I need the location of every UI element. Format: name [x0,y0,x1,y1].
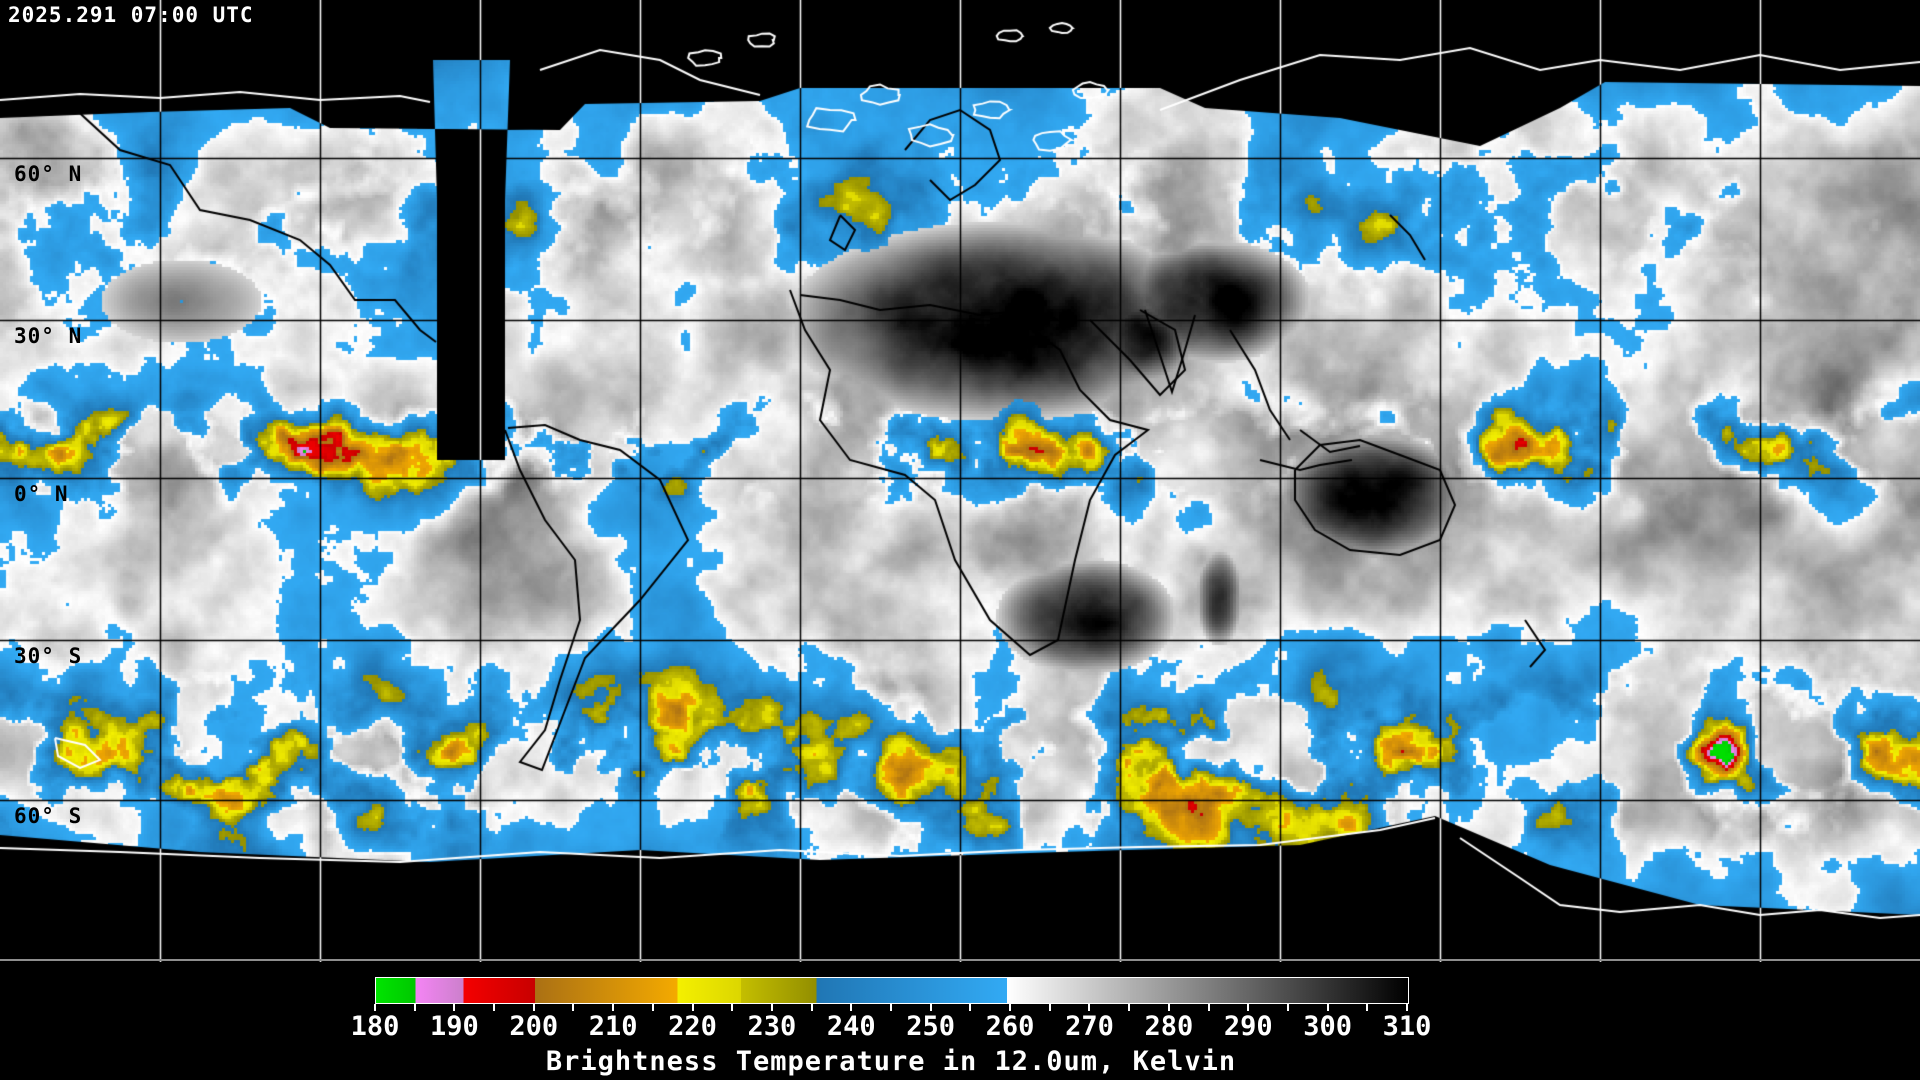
colorbar-tick-label: 230 [747,1011,797,1042]
colorbar-tick [453,1004,456,1011]
colorbar-tick [374,1004,376,1011]
colorbar-tick [1207,1004,1210,1011]
colorbar-tick-label: 240 [826,1011,876,1042]
colorbar-tick [850,1004,853,1011]
colorbar-tick-label: 250 [906,1011,956,1042]
latitude-label: 30° S [14,644,83,668]
colorbar-tick [1048,1004,1051,1011]
colorbar-tick [969,1004,972,1011]
colorbar-tick-label: 180 [350,1011,400,1042]
colorbar-tick [770,1004,773,1011]
colorbar-tick [612,1004,615,1011]
colorbar-tick [691,1004,694,1011]
latitude-label: 0° N [14,482,69,506]
colorbar-tick [1366,1004,1369,1011]
timestamp: 2025.291 07:00 UTC [8,3,254,27]
colorbar [375,977,1409,1004]
colorbar-tick [1406,1004,1408,1011]
latitude-label: 60° N [14,162,83,186]
colorbar-tick [651,1004,654,1011]
colorbar-tick-label: 210 [588,1011,638,1042]
colorbar-tick-label: 220 [668,1011,717,1042]
satellite-map-canvas [0,0,1920,962]
latitude-label: 30° N [14,324,83,348]
colorbar-tick-label: 290 [1223,1011,1273,1042]
colorbar-tick-label: 270 [1065,1011,1114,1042]
colorbar-tick [890,1004,892,1011]
colorbar-tick [1167,1004,1170,1011]
colorbar-tick-label: 200 [509,1011,559,1042]
colorbar-tick-label: 280 [1144,1011,1194,1042]
colorbar-tick [1326,1004,1329,1011]
colorbar-tick [493,1004,496,1011]
colorbar-tick [929,1004,932,1011]
colorbar-tick-label: 300 [1303,1011,1352,1042]
colorbar-tick-label: 310 [1382,1011,1432,1042]
colorbar-tick [731,1004,734,1011]
colorbar-tick-label: 260 [985,1011,1035,1042]
colorbar-tick [1286,1004,1289,1011]
colorbar-tick [532,1004,535,1011]
colorbar-tick [810,1004,813,1011]
colorbar-tick [1009,1004,1012,1011]
colorbar-tick [1247,1004,1250,1011]
colorbar-tick [1128,1004,1131,1011]
colorbar-tick-label: 190 [429,1011,479,1042]
colorbar-tick [572,1004,575,1011]
latitude-label: 60° S [14,804,83,828]
colorbar-title: Brightness Temperature in 12.0um, Kelvin [545,1046,1237,1077]
colorbar-tick [413,1004,416,1011]
colorbar-tick [1088,1004,1091,1011]
map-separator-line [0,959,1920,961]
